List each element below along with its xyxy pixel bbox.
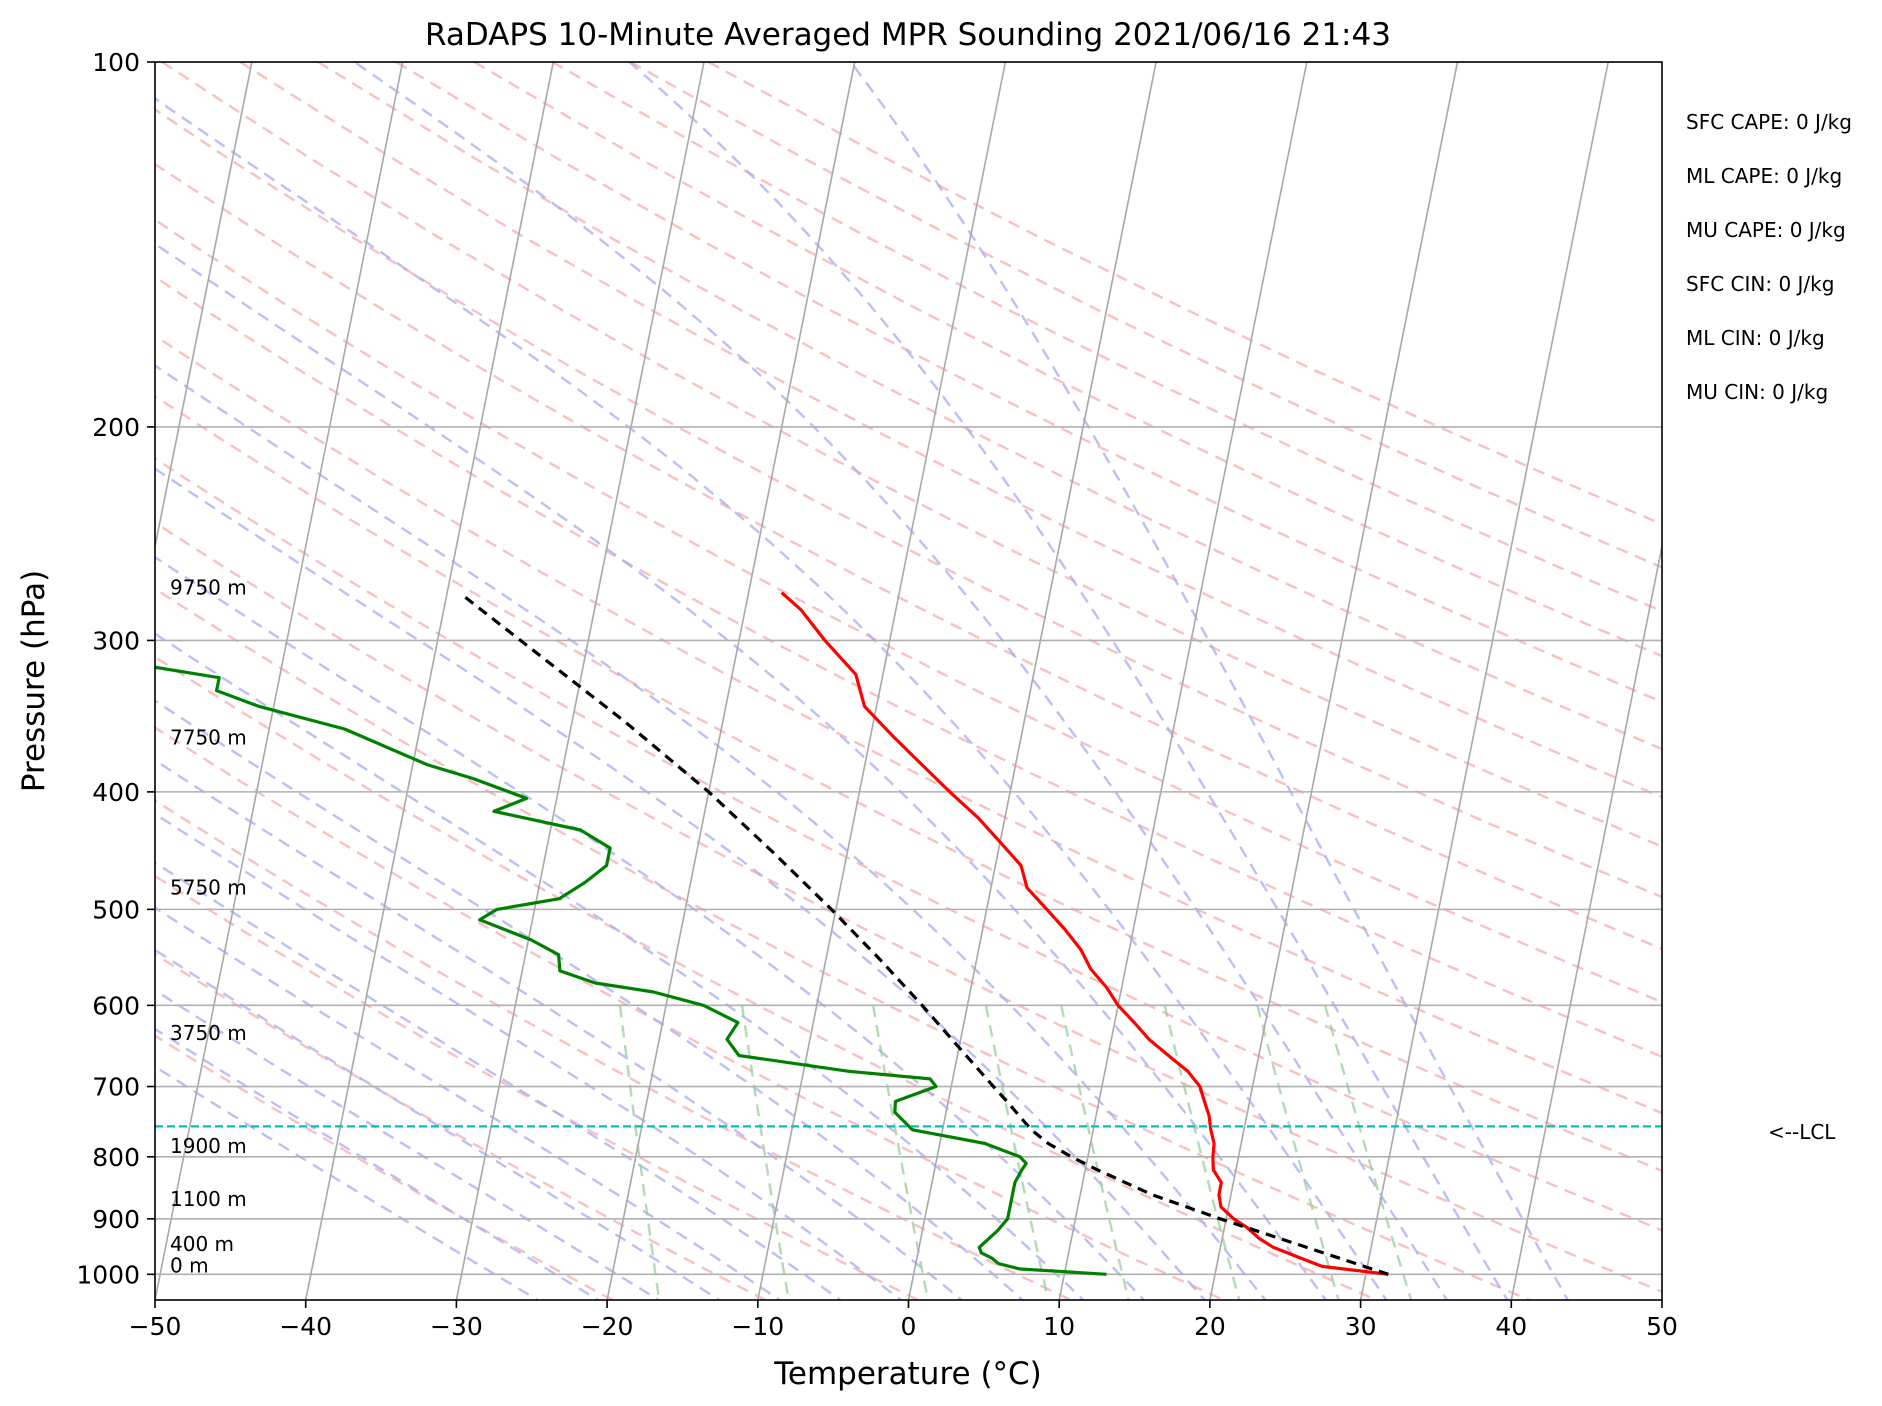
x-tick-label: 20: [1194, 1312, 1226, 1341]
x-axis-label: Temperature (°C): [773, 1356, 1042, 1392]
index-annotation: ML CIN: 0 J/kg: [1686, 326, 1825, 350]
dry-adiabat: [155, 521, 1662, 1294]
moist-adiabat: [155, 467, 1207, 1300]
x-tick-label: 50: [1646, 1312, 1678, 1341]
moist-adiabat: [849, 62, 1570, 1300]
dewpoint-line: [155, 665, 1107, 1276]
x-tick-label: 40: [1495, 1312, 1527, 1341]
height-label: 5750 m: [170, 876, 247, 900]
height-label: 1100 m: [170, 1187, 247, 1211]
x-tick-label: −10: [731, 1312, 784, 1341]
y-tick-label: 300: [92, 626, 140, 655]
temperature-line: [780, 591, 1389, 1276]
index-annotation: MU CAPE: 0 J/kg: [1686, 218, 1846, 242]
isotherm: [304, 62, 555, 1300]
dry-adiabat: [551, 62, 1662, 613]
height-label: 7750 m: [170, 726, 247, 750]
isotherm: [756, 62, 1007, 1300]
index-annotation: ML CAPE: 0 J/kg: [1686, 164, 1842, 188]
isotherm: [1058, 62, 1308, 1300]
height-label: 3750 m: [170, 1021, 247, 1045]
mixing-ratio-line: [1163, 1005, 1241, 1300]
x-tick-label: −40: [279, 1312, 332, 1341]
y-tick-label: 1000: [76, 1260, 140, 1289]
lcl-label: <--LCL: [1768, 1120, 1836, 1144]
isotherm: [606, 62, 856, 1300]
y-tick-label: 200: [92, 413, 140, 442]
mixing-ratio-line: [1323, 1005, 1413, 1300]
sounding-profiles: [155, 591, 1389, 1276]
index-annotation: SFC CIN: 0 J/kg: [1686, 272, 1834, 296]
dry-adiabat: [155, 394, 1662, 1173]
pressure-gridlines: [155, 62, 1662, 1276]
x-tick-label: −30: [430, 1312, 483, 1341]
x-tick-label: −50: [129, 1312, 182, 1341]
dry-adiabat: [155, 162, 1662, 951]
x-axis-ticks: −50 −40 −30 −20 −10 0 10 20 30 40 50: [129, 1300, 1678, 1341]
y-tick-label: 700: [92, 1073, 140, 1102]
mixing-ratio-line: [871, 1005, 930, 1300]
y-tick-label: 400: [92, 778, 140, 807]
dry-adiabat: [155, 457, 1662, 1232]
height-label: 9750 m: [170, 576, 247, 600]
isotherm: [1209, 62, 1459, 1300]
isotherm: [455, 62, 705, 1300]
mixing-ratio-line: [740, 1005, 790, 1300]
x-tick-label: 0: [901, 1312, 917, 1341]
height-label: 400 m: [170, 1232, 234, 1256]
y-tick-label: 800: [92, 1143, 140, 1172]
y-axis-ticks: 100 200 300 400 500 600 700 800 900 1000: [76, 48, 155, 1289]
dry-adiabat: [155, 218, 1662, 1004]
y-tick-label: 900: [92, 1205, 140, 1234]
isotherm: [907, 62, 1157, 1300]
index-annotation: MU CIN: 0 J/kg: [1686, 380, 1828, 404]
x-tick-label: −20: [581, 1312, 634, 1341]
isotherm: [155, 62, 404, 1300]
dry-adiabat: [155, 334, 1662, 1115]
parcel-profile-line: [460, 593, 1389, 1276]
y-tick-label: 600: [92, 991, 140, 1020]
index-annotations: SFC CAPE: 0 J/kg ML CAPE: 0 J/kg MU CAPE: …: [1686, 110, 1852, 404]
y-axis-label: Pressure (hPa): [16, 570, 52, 792]
mixing-ratio-line: [984, 1005, 1050, 1300]
height-label: 1900 m: [170, 1134, 247, 1158]
isotherm: [1510, 542, 1662, 1300]
height-labels: 9750 m 7750 m 5750 m 3750 m 1900 m 1100 m 400 …: [170, 576, 247, 1278]
mixing-ratio-line: [618, 1005, 661, 1300]
moist-adiabat: [155, 699, 1025, 1300]
x-tick-label: 10: [1043, 1312, 1075, 1341]
chart-title: RaDAPS 10-Minute Averaged MPR Sounding 2…: [425, 17, 1391, 53]
height-label: 0 m: [170, 1253, 209, 1277]
index-annotation: SFC CAPE: 0 J/kg: [1686, 110, 1852, 134]
dry-adiabat: [629, 62, 1662, 569]
y-tick-label: 500: [92, 895, 140, 924]
isotherm: [1359, 62, 1609, 1300]
mixing-ratio-line: [1256, 1005, 1340, 1300]
isotherm: [155, 62, 253, 551]
mixing-ratio-line: [1060, 1005, 1130, 1300]
x-tick-label: 30: [1345, 1312, 1377, 1341]
y-tick-label: 100: [92, 48, 140, 77]
dry-adiabat: [473, 62, 1662, 658]
